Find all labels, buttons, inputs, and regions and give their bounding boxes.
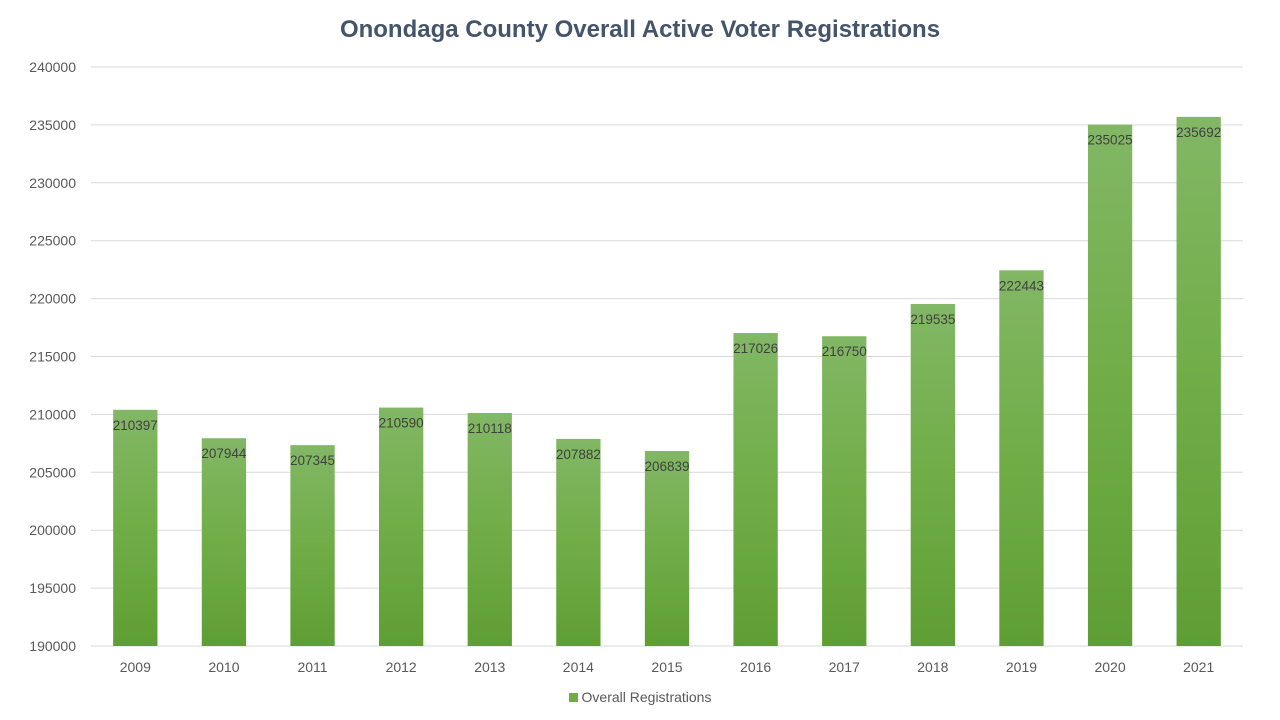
y-tick-label: 195000 [29, 580, 76, 596]
data-label: 210590 [379, 416, 424, 431]
y-tick-label: 210000 [29, 406, 76, 422]
x-tick-label: 2016 [740, 659, 771, 675]
x-tick-label: 2020 [1094, 659, 1125, 675]
data-label: 235692 [1176, 125, 1221, 140]
legend-label: Overall Registrations [581, 689, 712, 705]
x-tick-label: 2012 [386, 659, 417, 675]
data-label: 210397 [113, 418, 158, 433]
x-tick-label: 2017 [829, 659, 860, 675]
x-tick-label: 2019 [1006, 659, 1037, 675]
bar [999, 270, 1044, 646]
data-labels: 210397 207944 207345 210590 210118 207882 2068… [113, 125, 1221, 474]
data-label: 207345 [290, 453, 335, 468]
data-label: 210118 [468, 421, 512, 436]
y-tick-label: 220000 [29, 291, 76, 307]
data-label: 207944 [201, 446, 247, 461]
y-tick-label: 230000 [29, 175, 76, 191]
bar [379, 407, 424, 646]
bar [644, 451, 690, 646]
bar [290, 445, 335, 646]
bar [556, 438, 601, 646]
chart-title: Onondaga County Overall Active Voter Reg… [339, 16, 941, 43]
x-axis: 2009 2010 2011 2012 2013 2014 2015 2016 2017 2018… [120, 659, 1215, 675]
bar [201, 438, 247, 646]
bar [822, 336, 867, 646]
bars [113, 116, 1221, 647]
x-tick-label: 2013 [474, 659, 505, 675]
y-tick-label: 200000 [29, 522, 76, 538]
x-tick-label: 2011 [297, 659, 327, 675]
y-axis: 190000 195000 200000 205000 210000 215000 2200… [29, 59, 76, 654]
bar [910, 303, 955, 646]
x-tick-label: 2014 [563, 659, 594, 675]
data-label: 216750 [822, 344, 867, 359]
data-label: 217026 [733, 341, 778, 356]
bar [733, 333, 778, 646]
y-tick-label: 240000 [29, 59, 76, 75]
x-tick-label: 2009 [120, 659, 151, 675]
bar [113, 409, 158, 646]
bar [1087, 124, 1133, 647]
bar [1176, 116, 1221, 646]
x-tick-label: 2018 [917, 659, 948, 675]
data-label: 206839 [644, 459, 689, 474]
x-tick-label: 2015 [651, 659, 682, 675]
legend-swatch [568, 693, 578, 702]
bar [467, 413, 512, 646]
data-label: 235025 [1088, 133, 1133, 148]
x-tick-label: 2010 [208, 659, 239, 675]
data-label: 219535 [910, 312, 955, 327]
legend: Overall Registrations [0, 689, 1280, 705]
y-tick-label: 190000 [29, 638, 76, 654]
y-tick-label: 205000 [29, 464, 76, 480]
x-tick-label: 2021 [1183, 659, 1214, 675]
y-tick-label: 215000 [29, 349, 76, 365]
y-tick-label: 235000 [29, 117, 76, 133]
data-label: 207882 [556, 447, 601, 462]
y-tick-label: 225000 [29, 233, 76, 249]
data-label: 222443 [999, 278, 1044, 293]
